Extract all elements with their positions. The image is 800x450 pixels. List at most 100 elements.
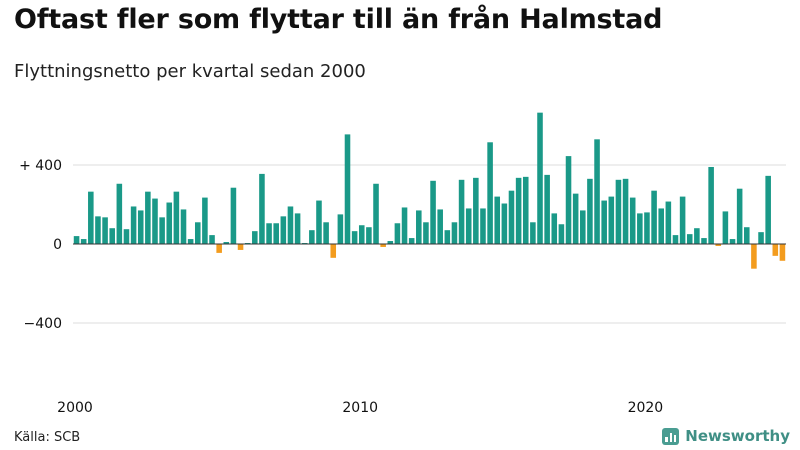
bar	[109, 228, 115, 244]
bar	[758, 232, 764, 244]
bar	[522, 176, 529, 244]
bar	[594, 139, 600, 244]
bar	[751, 244, 757, 269]
bar	[166, 202, 173, 244]
bar	[223, 242, 230, 244]
bar	[230, 187, 237, 244]
bar	[194, 222, 201, 244]
bar	[88, 191, 94, 244]
bar	[216, 244, 222, 253]
bar	[565, 156, 572, 244]
bar	[501, 203, 508, 244]
bar	[116, 183, 123, 244]
bar	[358, 225, 365, 244]
bar	[416, 210, 422, 244]
bar	[73, 236, 80, 244]
bar	[587, 178, 593, 244]
bar	[366, 227, 372, 244]
bar	[615, 179, 622, 244]
x-tick-label: 2010	[342, 400, 378, 416]
bar	[437, 209, 443, 244]
bar	[644, 212, 650, 244]
bar	[515, 177, 522, 244]
bar	[601, 200, 607, 244]
bar	[123, 229, 130, 244]
bar	[430, 180, 436, 244]
bar	[145, 191, 151, 244]
y-tick-label: −400	[24, 316, 62, 332]
bar	[273, 223, 279, 244]
bar	[423, 222, 429, 244]
bar	[401, 207, 408, 244]
bar	[180, 209, 187, 244]
bar	[408, 238, 415, 244]
bar	[722, 211, 729, 244]
source-note: Källa: SCB	[14, 430, 81, 445]
bar	[309, 230, 315, 244]
bar	[622, 178, 629, 244]
bar	[316, 200, 322, 244]
bar	[80, 239, 87, 244]
bar	[387, 241, 394, 244]
bar	[152, 198, 158, 244]
bar	[130, 206, 137, 244]
bar	[323, 222, 329, 244]
y-tick-label: + 400	[19, 158, 62, 174]
bar	[537, 112, 543, 244]
bar	[765, 175, 771, 244]
bar	[287, 206, 294, 244]
bar	[530, 222, 536, 244]
bar	[351, 231, 358, 244]
bar	[637, 213, 643, 244]
bar	[159, 217, 165, 244]
bar	[772, 244, 779, 256]
bar	[473, 177, 479, 244]
bar	[95, 216, 101, 244]
bar	[508, 190, 515, 244]
bar	[487, 142, 493, 244]
bar	[694, 228, 700, 244]
bar	[202, 197, 208, 244]
bar	[173, 191, 180, 244]
bar	[237, 244, 244, 250]
bar	[744, 227, 750, 244]
bar	[729, 239, 736, 244]
bar	[187, 239, 194, 244]
bar	[444, 230, 451, 244]
bar	[337, 214, 344, 245]
bar	[629, 197, 636, 244]
bar	[779, 244, 786, 261]
bar	[708, 166, 714, 244]
bar	[294, 213, 301, 244]
x-tick-label: 2000	[57, 400, 93, 416]
bar	[451, 222, 458, 244]
bar	[672, 235, 679, 244]
y-tick-label: 0	[53, 237, 62, 253]
bar	[480, 208, 486, 244]
bar	[209, 235, 215, 244]
bar	[686, 234, 693, 245]
bar	[736, 188, 743, 244]
bar	[330, 244, 337, 258]
bar	[572, 193, 579, 244]
brand-logo[interactable]: Newsworthy	[662, 427, 790, 445]
bar	[102, 217, 108, 244]
bar	[551, 213, 558, 244]
bar	[252, 231, 258, 244]
bar	[458, 179, 465, 244]
bar	[266, 223, 272, 244]
bar	[137, 210, 144, 244]
bar	[465, 208, 472, 244]
bar	[665, 201, 672, 244]
bar	[494, 196, 501, 244]
bar	[380, 244, 386, 247]
bar	[280, 216, 287, 244]
bar	[394, 223, 401, 244]
bar	[715, 244, 722, 246]
bar	[701, 238, 707, 244]
bar	[558, 224, 565, 244]
bar	[679, 196, 686, 244]
bar	[608, 196, 615, 244]
bar	[344, 134, 351, 244]
